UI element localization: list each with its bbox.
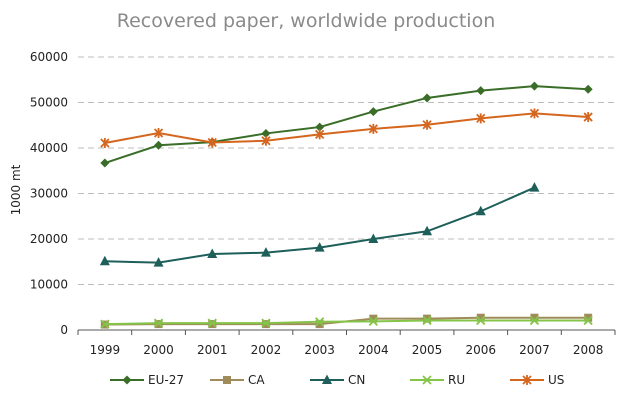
legend-label: US xyxy=(548,373,564,387)
data-point xyxy=(368,233,379,243)
legend-marker xyxy=(522,375,532,385)
data-point xyxy=(207,137,217,148)
series-layer xyxy=(99,81,593,329)
legend-item-us: US xyxy=(510,373,564,387)
series-line xyxy=(104,319,589,326)
x-tick-label: 2007 xyxy=(519,343,550,357)
chart-title: Recovered paper, worldwide production xyxy=(117,10,496,32)
series-eu-27 xyxy=(100,81,593,168)
data-point xyxy=(261,318,271,328)
legend-item-eu-27: EU-27 xyxy=(110,373,184,387)
y-tick-label: 10000 xyxy=(30,278,68,292)
legend-marker xyxy=(223,376,231,384)
data-point xyxy=(476,313,485,322)
data-point xyxy=(369,314,378,323)
data-point xyxy=(529,182,540,192)
x-tick-label: 2005 xyxy=(412,343,443,357)
x-tick-label: 2002 xyxy=(251,343,282,357)
data-point xyxy=(476,86,486,96)
legend-label: EU-27 xyxy=(148,373,184,387)
data-point xyxy=(100,158,110,168)
x-tick-label: 2001 xyxy=(197,343,228,357)
data-point xyxy=(315,122,325,132)
data-point xyxy=(100,137,110,148)
y-tick-label: 20000 xyxy=(30,232,68,246)
data-point xyxy=(315,129,325,140)
legend-item-ru: RU xyxy=(410,373,465,387)
data-point xyxy=(154,140,164,150)
data-point xyxy=(529,81,539,91)
data-point xyxy=(583,112,593,123)
data-point xyxy=(476,113,486,124)
x-tick-label: 2006 xyxy=(465,343,496,357)
y-axis-label: 1000 mt xyxy=(9,164,23,215)
data-point xyxy=(583,315,593,326)
data-point xyxy=(422,225,433,236)
x-tick-label: 1999 xyxy=(90,343,121,357)
data-point xyxy=(423,314,432,323)
series-us xyxy=(100,108,593,148)
data-point xyxy=(368,123,378,134)
legend-item-cn: CN xyxy=(310,373,365,387)
data-point xyxy=(422,119,432,130)
series-cn xyxy=(99,182,540,267)
data-point xyxy=(261,135,271,146)
data-point xyxy=(422,315,432,326)
data-point xyxy=(315,317,325,327)
series-line xyxy=(104,85,589,164)
data-point xyxy=(261,128,271,138)
series-line xyxy=(104,112,589,144)
y-tick-label: 50000 xyxy=(30,96,68,110)
data-point xyxy=(153,127,164,138)
y-tick-label: 0 xyxy=(60,323,68,337)
data-point xyxy=(530,313,539,322)
legend-marker xyxy=(122,375,132,385)
data-point xyxy=(529,108,540,119)
data-point xyxy=(99,255,110,266)
data-point xyxy=(529,315,540,326)
data-point xyxy=(583,84,593,94)
y-tick-label: 30000 xyxy=(30,187,68,201)
data-point xyxy=(100,319,110,329)
legend-marker xyxy=(322,374,332,384)
x-tick-label: 2000 xyxy=(143,343,174,357)
legend-label: CN xyxy=(348,373,365,387)
data-point xyxy=(153,257,164,267)
data-point xyxy=(475,205,486,216)
x-tick-label: 2004 xyxy=(358,343,389,357)
legend-label: CA xyxy=(248,373,265,387)
data-point xyxy=(314,242,325,252)
data-point xyxy=(207,318,217,328)
y-tick-label: 60000 xyxy=(30,50,68,64)
legend: EU-27 CA CN RU US xyxy=(110,373,564,387)
data-point xyxy=(260,247,271,257)
series-ru xyxy=(100,315,593,329)
data-point xyxy=(584,313,593,322)
x-tick-label: 2003 xyxy=(304,343,335,357)
data-point xyxy=(153,318,164,328)
data-point xyxy=(207,248,218,259)
legend-label: RU xyxy=(448,373,465,387)
x-tick-label: 2008 xyxy=(573,343,604,357)
data-point xyxy=(368,316,378,326)
data-point xyxy=(422,93,432,103)
data-point xyxy=(315,320,324,329)
axes: 0 10000 20000 30000 40000 50000 60000 1999 2000 2… xyxy=(30,50,616,357)
grid xyxy=(78,56,615,285)
y-tick-label: 40000 xyxy=(30,141,68,155)
legend-item-ca: CA xyxy=(210,373,265,387)
data-point xyxy=(476,315,486,326)
data-point xyxy=(368,107,378,117)
legend-marker xyxy=(422,375,432,385)
